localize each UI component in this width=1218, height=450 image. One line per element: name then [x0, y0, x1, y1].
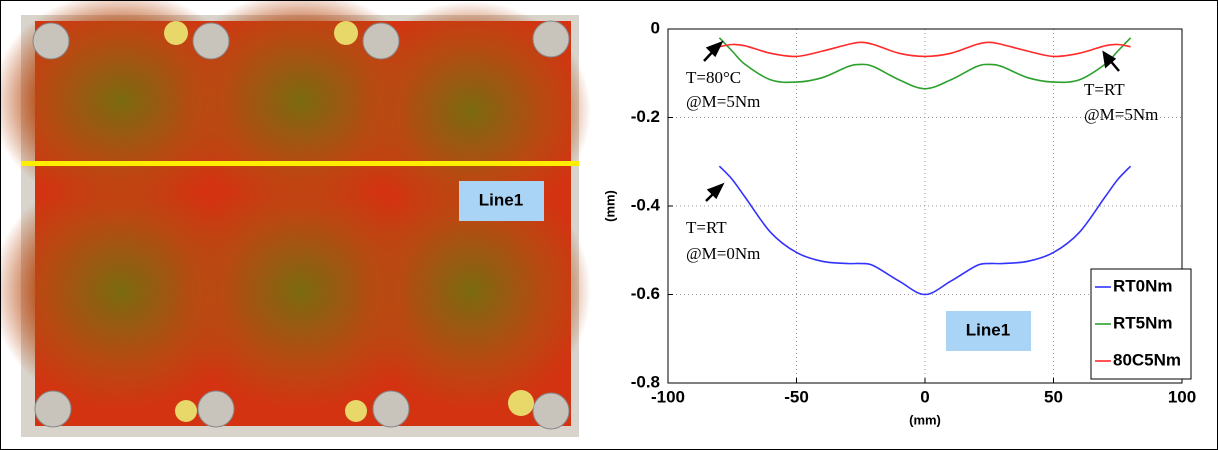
annotation: @M=0Nm — [686, 244, 760, 263]
image-label: Line1 — [479, 190, 523, 209]
contour-image: Line1 — [1, 1, 591, 437]
y-tick-label: 0 — [651, 18, 660, 37]
annotation: T=80°C — [686, 68, 741, 87]
annotation: T=RT — [686, 218, 727, 237]
legend-label: 80C5Nm — [1113, 350, 1181, 369]
y-axis-label: (mm) — [602, 190, 617, 222]
y-tick-label: -0.4 — [631, 195, 661, 214]
legend-label: RT5Nm — [1113, 313, 1173, 332]
x-tick-label: -50 — [784, 387, 809, 406]
annotation: @M=5Nm — [1084, 105, 1158, 124]
annotation: @M=5Nm — [686, 92, 760, 111]
x-tick-label: 0 — [920, 387, 929, 406]
y-tick-label: -0.2 — [631, 107, 660, 126]
figure: Line1 -100-50050100-0.8-0.6-0.4-0.20(mm)… — [0, 0, 1218, 450]
x-tick-label: 100 — [1168, 387, 1196, 406]
line-label: Line1 — [966, 320, 1010, 339]
y-tick-label: -0.8 — [631, 372, 660, 391]
annotation: T=RT — [1084, 80, 1125, 99]
x-tick-label: 50 — [1044, 387, 1063, 406]
legend-label: RT0Nm — [1113, 276, 1173, 295]
y-tick-label: -0.6 — [631, 284, 660, 303]
x-axis-label: (mm) — [909, 412, 941, 427]
figure-svg: Line1 -100-50050100-0.8-0.6-0.4-0.20(mm)… — [1, 1, 1217, 449]
